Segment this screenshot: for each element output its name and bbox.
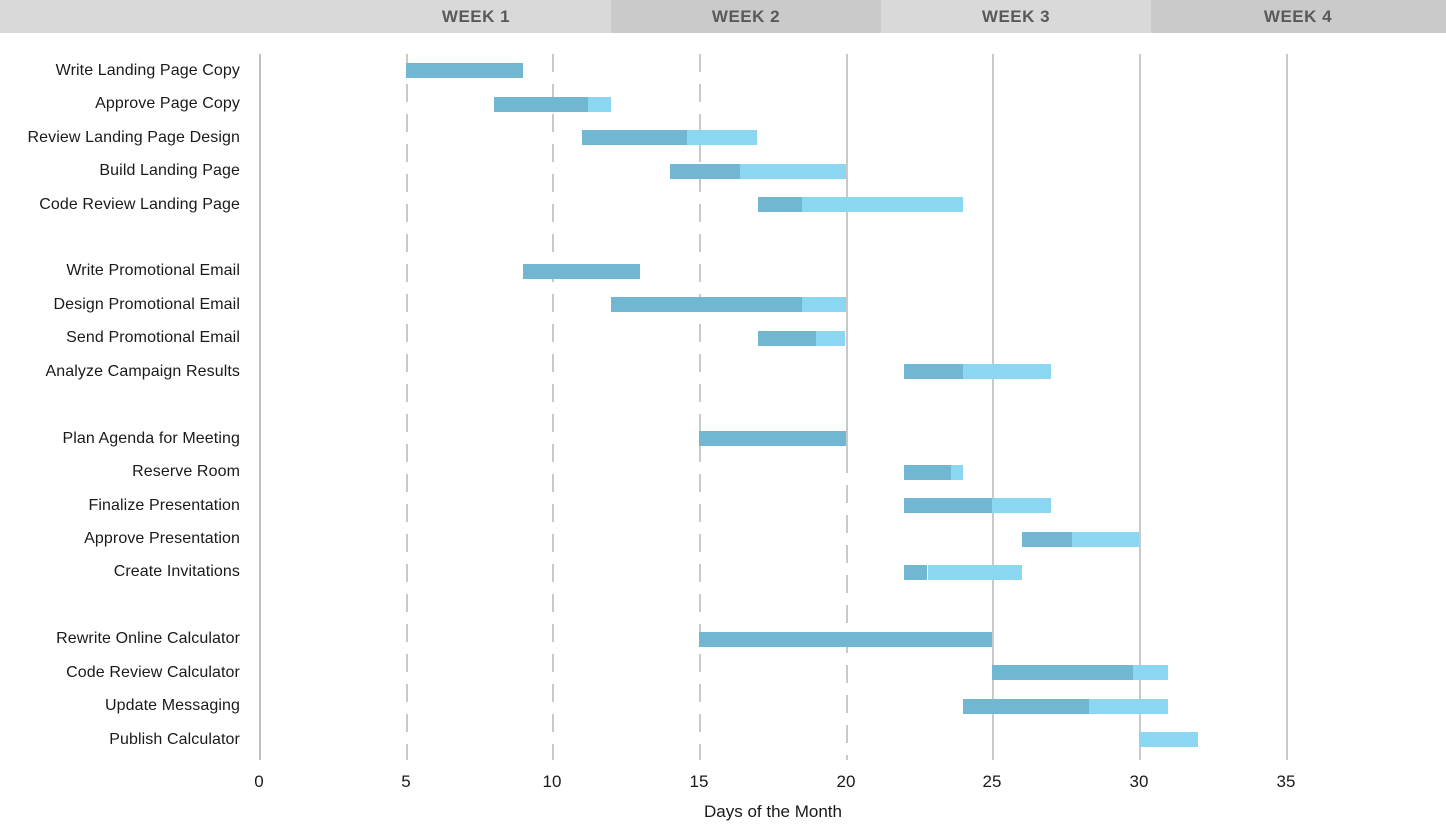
gridline-day-0 xyxy=(259,54,261,760)
gantt-bar-complete-segment xyxy=(406,63,523,78)
task-label: Review Landing Page Design xyxy=(27,128,240,146)
gridline-day-35 xyxy=(1286,54,1288,760)
task-label: Approve Presentation xyxy=(84,530,240,547)
week-header-section-1 xyxy=(0,0,611,33)
task-label: Write Promotional Email xyxy=(66,262,240,280)
gantt-bar-complete-segment xyxy=(494,97,588,112)
gantt-bar-remaining-segment xyxy=(992,498,1051,513)
week-header-section-2 xyxy=(611,0,881,33)
week-header-section-4 xyxy=(1151,0,1446,33)
task-label: Write Landing Page Copy xyxy=(55,61,240,79)
gantt-bar-remaining-segment xyxy=(802,197,963,212)
task-label: Design Promotional Email xyxy=(53,295,240,313)
week-header-label-4: WEEK 4 xyxy=(1263,7,1333,26)
week-header-label-3: WEEK 3 xyxy=(981,7,1051,26)
gantt-bar-remaining-segment xyxy=(928,565,1022,580)
gantt-bar-remaining-segment xyxy=(1133,665,1168,680)
gantt-bar-remaining-segment xyxy=(588,97,611,112)
gantt-bar-complete-segment xyxy=(904,465,951,480)
task-label: Update Messaging xyxy=(104,697,240,715)
task-label: Code Review Landing Page xyxy=(39,195,240,213)
task-label: Approve Page Copy xyxy=(95,95,240,113)
gantt-bar-remaining-segment xyxy=(1139,732,1198,747)
gantt-bar-complete-segment xyxy=(904,498,992,513)
gantt-bar-remaining-segment xyxy=(802,297,846,312)
task-label: Rewrite Online Calculator xyxy=(56,630,240,648)
gantt-bar-complete-segment xyxy=(670,164,740,179)
x-tick-label: 15 xyxy=(689,772,709,791)
gantt-bar-remaining-segment xyxy=(1089,699,1168,714)
x-tick-label: 5 xyxy=(401,772,411,791)
gridline-day-5 xyxy=(406,54,408,760)
x-tick-label: 20 xyxy=(836,772,856,791)
gantt-bar-complete-segment xyxy=(699,431,846,446)
task-label: Send Promotional Email xyxy=(66,329,240,347)
x-tick-label: 35 xyxy=(1276,772,1296,791)
gridline-day-25 xyxy=(992,54,994,760)
gridline-day-30 xyxy=(1139,54,1141,760)
x-axis-title: Days of the Month xyxy=(704,802,842,821)
gantt-bar-remaining-segment xyxy=(963,364,1051,379)
gridline-day-15 xyxy=(699,54,701,760)
gantt-bar-complete-segment xyxy=(1022,532,1072,547)
task-label: Reserve Room xyxy=(132,463,240,481)
task-label: Create Invitations xyxy=(113,563,240,581)
week-header-section-3 xyxy=(881,0,1151,33)
week-header-label-2: WEEK 2 xyxy=(711,7,781,26)
gantt-bar-remaining-segment xyxy=(687,130,757,145)
gantt-bar-remaining-segment xyxy=(951,465,963,480)
gantt-bar-remaining-segment xyxy=(1072,532,1139,547)
gantt-bar-complete-segment xyxy=(758,331,817,346)
task-label: Publish Calculator xyxy=(109,730,240,748)
task-label: Build Landing Page xyxy=(99,162,240,180)
gantt-bar-complete-segment xyxy=(699,632,992,647)
task-label: Plan Agenda for Meeting xyxy=(62,429,240,447)
x-tick-label: 25 xyxy=(982,772,1002,791)
gantt-bar-complete-segment xyxy=(992,665,1133,680)
gantt-bar-complete-segment xyxy=(963,699,1089,714)
gantt-bar-complete-segment xyxy=(758,197,802,212)
task-label: Finalize Presentation xyxy=(88,496,240,514)
gridline-day-20 xyxy=(846,54,848,455)
task-label: Analyze Campaign Results xyxy=(45,362,240,380)
gantt-bar-complete-segment xyxy=(523,264,640,279)
x-tick-label: 30 xyxy=(1129,772,1149,791)
gantt-bar-remaining-segment xyxy=(816,331,845,346)
gridline-day-20 xyxy=(846,455,848,760)
gridline-day-10 xyxy=(552,54,554,760)
x-tick-label: 10 xyxy=(542,772,562,791)
gantt-bar-remaining-segment xyxy=(740,164,846,179)
gantt-bar-complete-segment xyxy=(611,297,802,312)
task-label: Code Review Calculator xyxy=(66,663,240,681)
gantt-bar-complete-segment xyxy=(904,364,963,379)
x-tick-label: 0 xyxy=(254,772,264,791)
gantt-bar-complete-segment xyxy=(904,565,927,580)
week-header-label-1: WEEK 1 xyxy=(441,7,511,26)
gantt-bar-complete-segment xyxy=(582,130,688,145)
